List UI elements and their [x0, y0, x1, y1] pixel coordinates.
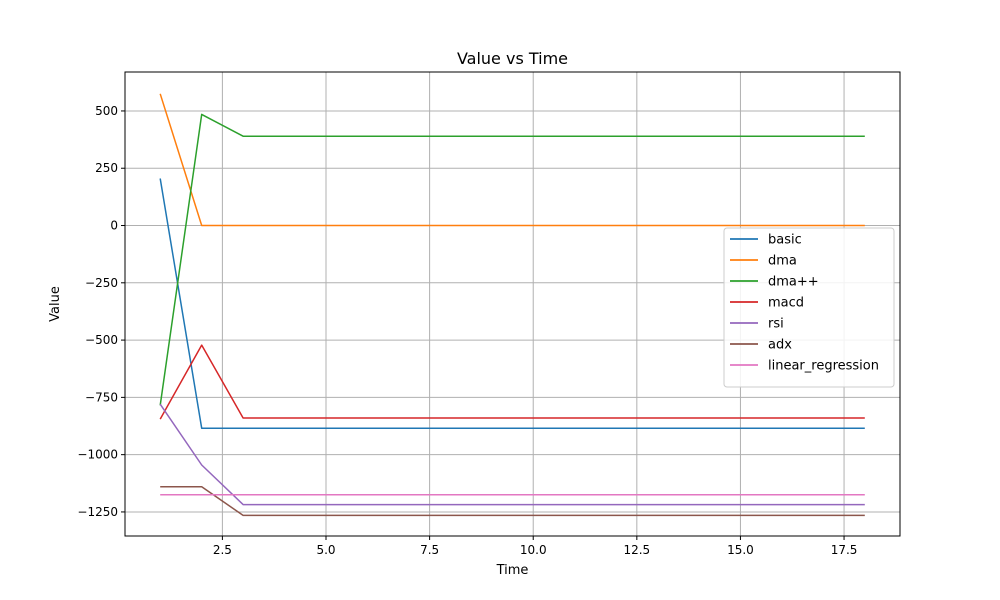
y-tick-label: 250: [95, 161, 118, 175]
legend-label-adx: adx: [768, 338, 792, 353]
legend-label-basic: basic: [768, 233, 802, 248]
x-tick-label: 7.5: [420, 543, 439, 557]
y-axis-label: Value: [48, 286, 63, 322]
x-axis-label: Time: [496, 563, 529, 578]
legend-label-rsi: rsi: [768, 317, 784, 332]
x-tick-label: 15.0: [727, 543, 754, 557]
legend-label-linear-regression: linear_regression: [768, 359, 879, 374]
y-tick-label: −1250: [77, 505, 118, 519]
series-line-rsi: [159, 403, 865, 506]
series-line-dma-: [159, 113, 865, 406]
y-tick-label: −1000: [77, 448, 118, 462]
legend-label-macd: macd: [768, 296, 804, 311]
series-line-macd: [159, 344, 865, 420]
series-line-basic: [159, 178, 865, 430]
x-tick-label: 5.0: [316, 543, 335, 557]
y-tick-label: 0: [110, 219, 118, 233]
legend-label-dma: dma: [768, 254, 797, 269]
y-tick-label: −500: [85, 333, 118, 347]
x-tick-label: 10.0: [520, 543, 547, 557]
series-line-dma: [159, 93, 865, 227]
chart-title: Value vs Time: [457, 49, 568, 68]
series-line-adx: [160, 485, 865, 517]
y-tick-label: 500: [95, 104, 118, 118]
series-lines: [159, 93, 865, 517]
y-tick-label: −250: [85, 276, 118, 290]
legend: basic dma dma++ macd rsi adx linear_regression: [723, 227, 895, 388]
x-tick-label: 17.5: [831, 543, 858, 557]
legend-box: [723, 227, 895, 388]
x-tick-label: 2.5: [213, 543, 232, 557]
legend-label-dma-: dma++: [768, 275, 819, 290]
y-axis-ticks: −1250 −1000 −750 −500 −250 0 250 500: [77, 104, 125, 519]
x-axis-ticks: 2.5 5.0 7.5 10.0 12.5 15.0 17.5: [213, 536, 858, 557]
y-tick-label: −750: [85, 390, 118, 404]
plot-frame: [124, 71, 901, 537]
x-tick-label: 12.5: [623, 543, 650, 557]
